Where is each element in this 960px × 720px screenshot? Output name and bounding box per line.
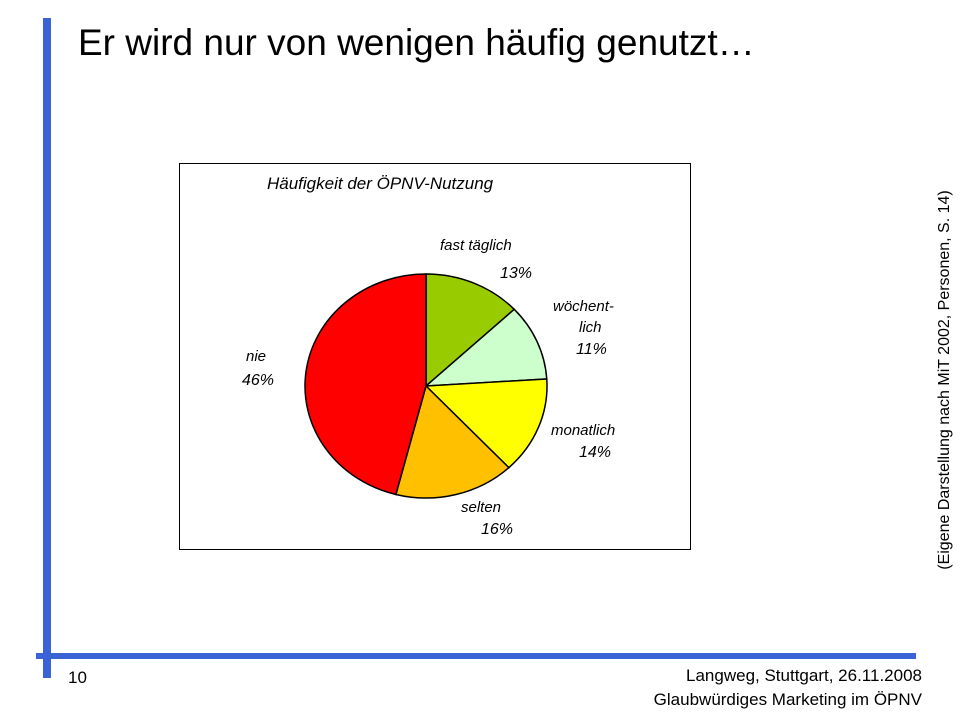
label-fast-taeglich: fast täglich xyxy=(440,237,512,254)
value-fast-taeglich: 13% xyxy=(500,265,533,282)
value-woechentlich: 11% xyxy=(576,341,607,358)
label-nie: nie xyxy=(246,348,267,365)
label-woechentlich-line2: lich xyxy=(579,319,602,336)
pie-slice-2 xyxy=(424,378,548,469)
accent-vertical-bar xyxy=(43,18,51,678)
pie-slice-3 xyxy=(394,384,510,499)
footer: Langweg, Stuttgart, 26.11.2008 Glaubwürd… xyxy=(654,664,922,712)
value-selten: 16% xyxy=(481,521,514,538)
label-selten: selten xyxy=(461,499,502,516)
pie-slice-4 xyxy=(304,273,427,496)
accent-horizontal-bar xyxy=(36,653,916,659)
value-nie: 46% xyxy=(242,372,275,389)
page-number: 10 xyxy=(68,668,87,687)
source-note: (Eigene Darstellung nach MiT 2002, Perso… xyxy=(936,190,953,570)
footer-author-line: Langweg, Stuttgart, 26.11.2008 xyxy=(686,666,922,685)
slide-title: Er wird nur von wenigen häufig genutzt… xyxy=(78,22,755,63)
label-monatlich: monatlich xyxy=(551,422,616,439)
label-woechentlich-line1: wöchent- xyxy=(553,298,614,315)
pie-slice-1 xyxy=(423,308,548,387)
value-monatlich: 14% xyxy=(579,444,612,461)
footer-topic-line: Glaubwürdiges Marketing im ÖPNV xyxy=(653,690,922,709)
pie-slice-0 xyxy=(425,273,516,388)
chart-title: Häufigkeit der ÖPNV-Nutzung xyxy=(267,174,494,193)
